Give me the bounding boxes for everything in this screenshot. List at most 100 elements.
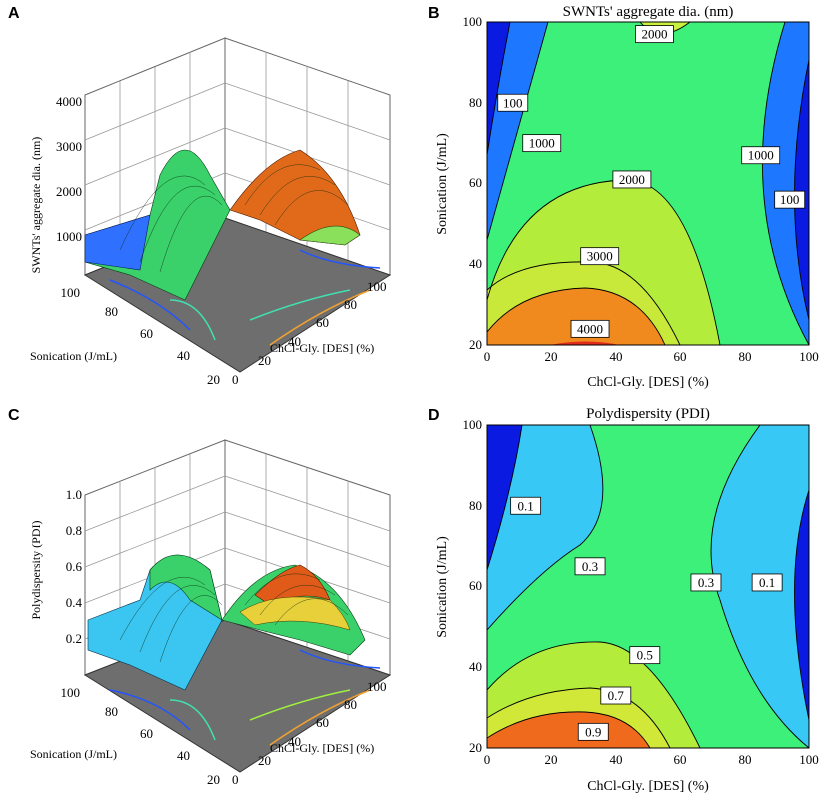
contour-label-box <box>570 319 610 338</box>
panel-b-x-tick: 100 <box>799 349 819 364</box>
panel-c-x-tick: 40 <box>288 734 301 749</box>
panel-d-y-tick: 40 <box>469 659 482 674</box>
panel-a-y-ticks: 100 80 60 40 20 <box>61 285 221 387</box>
panel-a-surface-blue <box>84 214 151 271</box>
panel-c-z-tick: 1.0 <box>66 487 82 502</box>
panel-b-title: SWNTs' aggregate dia. (nm) <box>563 4 734 20</box>
panel-d-y-tick: 100 <box>463 417 483 432</box>
contour-label-box <box>510 496 542 515</box>
panel-c-y-ticks: 100 80 60 40 20 <box>61 685 221 787</box>
panel-b-x-label: ChCl-Gly. [DES] (%) <box>587 375 709 390</box>
panel-d-x-tick: 100 <box>799 752 819 767</box>
panel-b-x-tick: 60 <box>674 349 687 364</box>
panel-b-frame <box>486 21 810 346</box>
panel-a-z-tick: 4000 <box>56 94 82 109</box>
panel-c-x-tick: 20 <box>258 753 271 768</box>
panel-c-x-tick: 60 <box>316 715 329 730</box>
panel-d-contour-chart: 0.1 0.3 0.3 0.1 0.5 0.7 0.9 Polydispersity (PD… <box>435 406 819 794</box>
panel-d-frame <box>486 424 810 749</box>
panel-d-x-ticks: 0 20 40 60 80 100 <box>484 752 819 767</box>
panel-d-y-tick: 60 <box>469 578 482 593</box>
panel-c-y-tick: 20 <box>207 772 220 787</box>
panel-c-z-ticks: 1.0 0.8 0.6 0.4 0.2 <box>66 487 83 646</box>
contour-label: 0.1 <box>759 575 775 590</box>
panel-b-y-tick: 60 <box>469 175 482 190</box>
panel-letter-b: B <box>428 5 440 22</box>
panel-d-contour-lines <box>487 425 809 748</box>
contour-label-box <box>612 170 652 189</box>
contour-label-box <box>635 25 674 44</box>
contour-label: 100 <box>503 95 523 110</box>
contour-label-box <box>600 686 632 705</box>
panel-c-floor-contours <box>109 649 381 746</box>
panel-c-mesh <box>119 573 349 663</box>
panel-a-z-tick: 3000 <box>56 139 82 154</box>
contour-label-box <box>774 190 806 209</box>
panel-a-y-label: Sonication (J/mL) <box>30 349 117 363</box>
panel-d-region-left <box>487 425 603 630</box>
panel-a-x-tick: 20 <box>258 353 271 368</box>
contour-label-box <box>522 134 562 153</box>
panel-c-y-tick: 80 <box>105 704 118 719</box>
panel-c-z-tick: 0.6 <box>66 559 83 574</box>
contour-label: 100 <box>780 192 800 207</box>
panel-a-z-label: SWNTs' aggregate dia. (nm) <box>29 137 43 274</box>
panel-d-x-label: ChCl-Gly. [DES] (%) <box>587 779 709 794</box>
contour-label: 1000 <box>748 148 774 163</box>
panel-b-region-peak <box>550 341 620 345</box>
panel-a-floor-contours <box>109 249 381 346</box>
panel-a-x-tick: 0 <box>232 372 239 387</box>
panel-b-region-4000 <box>487 288 665 345</box>
panel-b-y-ticks: 20 40 60 80 100 <box>463 14 483 352</box>
panel-d-y-ticks: 20 40 60 80 100 <box>463 417 483 755</box>
panel-c-x-label: ChCl-Gly. [DES] (%) <box>270 741 374 755</box>
panel-a-x-tick: 80 <box>344 297 357 312</box>
panel-d-y-tick: 80 <box>469 498 482 513</box>
panel-b-y-tick: 40 <box>469 256 482 271</box>
panel-a-x-label: ChCl-Gly. [DES] (%) <box>270 341 374 355</box>
panel-a-z-ticks: 4000 3000 2000 1000 <box>56 94 82 244</box>
panel-b-x-ticks: 0 20 40 60 80 100 <box>484 349 819 364</box>
panel-b-x-tick: 20 <box>545 349 558 364</box>
panel-d-y-tick: 20 <box>469 740 482 755</box>
panel-d-region-left-deep <box>487 425 522 570</box>
panel-c-y-label: Sonication (J/mL) <box>30 747 117 761</box>
contour-label: 0.5 <box>637 648 653 663</box>
contour-label-box <box>751 573 783 592</box>
panel-a-y-tick: 40 <box>177 348 190 363</box>
panel-letter-a: A <box>8 5 20 22</box>
contour-label: 0.7 <box>608 688 625 703</box>
panel-b-x-tick: 40 <box>610 349 623 364</box>
panel-d-title: Polydispersity (PDI) <box>586 406 710 422</box>
panel-a-y-tick: 20 <box>207 372 220 387</box>
panel-c-3d-chart: 1.0 0.8 0.6 0.4 0.2 Polydispersity (PDI)… <box>29 439 392 787</box>
panel-c-x-ticks: 0 20 40 60 80 100 <box>232 679 387 787</box>
panel-b-y-tick: 20 <box>469 337 482 352</box>
panel-a-y-tick: 100 <box>61 285 81 300</box>
panel-letter-c: C <box>8 407 20 424</box>
contour-label-box <box>741 146 781 165</box>
panel-b-y-tick: 100 <box>463 14 483 29</box>
panel-a-z-tick: 2000 <box>56 184 82 199</box>
panel-a-mesh <box>119 164 349 273</box>
contour-label: 0.1 <box>518 498 534 513</box>
panel-b-region-left-deep <box>487 22 510 155</box>
panel-c-surface-right-mid <box>239 596 351 631</box>
panel-a-x-tick: 40 <box>288 334 301 349</box>
panel-c-x-tick: 0 <box>232 772 239 787</box>
panel-c-x-tick: 80 <box>344 697 357 712</box>
panel-b-y-label: Sonication (J/mL) <box>435 133 450 235</box>
panel-d-x-tick: 20 <box>545 752 558 767</box>
panel-a-x-tick: 100 <box>367 279 387 294</box>
panel-b-x-tick: 80 <box>739 349 752 364</box>
panel-d-x-tick: 40 <box>610 752 623 767</box>
contour-label-box <box>629 646 661 665</box>
contour-label: 3000 <box>587 249 613 264</box>
panel-b-x-tick: 0 <box>484 349 491 364</box>
panel-c-z-tick: 0.2 <box>66 631 82 646</box>
contour-label-box <box>577 722 609 741</box>
contour-label-box <box>580 247 620 266</box>
panel-a-surface-right-edge <box>299 225 361 246</box>
